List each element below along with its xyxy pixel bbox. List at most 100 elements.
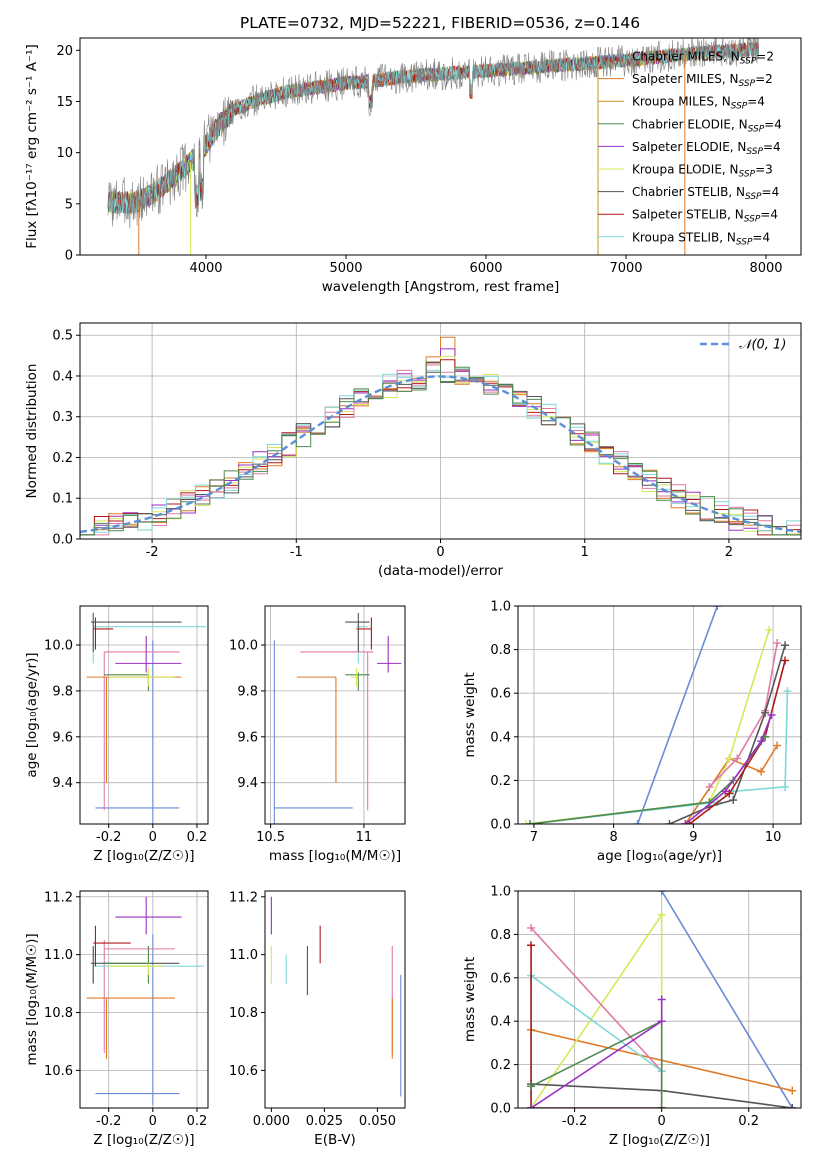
age-vs-metallicity-panel: -0.2 0 0.2 9.4 9.6 9.8 10.0 Z [log₁₀(Z/Z☉)] age …: [24, 605, 209, 864]
legend-nssp-equals: =: [756, 50, 766, 64]
weight-marker: [781, 641, 790, 650]
x-tick-label: 7: [530, 830, 538, 845]
y-tick-label: 9.8: [237, 684, 258, 699]
y-axis-label: mass weight: [462, 672, 478, 757]
plot-area: [521, 606, 792, 824]
legend-entry: 𝒩(0, 1): [739, 338, 786, 353]
y-tick-label: 10: [56, 146, 73, 161]
y-tick-label: 9.4: [52, 776, 73, 791]
axes: -0.2 0 0.2 0.0 0.2 0.4 0.6 0.8 1.0 Z [log₁₀(Z/Z☉)…: [462, 885, 802, 1148]
weight-marker: [527, 1082, 536, 1091]
age-vs-mass-panel: 10.5 11 9.4 9.6 9.8 10.0 mass [log₁₀(M/M☉)]: [229, 605, 406, 864]
weight-curve: [708, 642, 778, 788]
axes: -0.2 0 0.2 10.6 10.8 11.0 11.2 Z [log₁₀(Z/Z☉)] m…: [24, 890, 209, 1148]
y-axis-label: mass [log₁₀(M/M☉)]: [24, 933, 40, 1065]
axes-frame: [517, 605, 802, 825]
legend-nssp-subscript: SSP: [739, 79, 756, 89]
x-tick-label: 0.2: [187, 830, 208, 845]
weight-marker: [705, 782, 714, 791]
legend-nssp-equals: =: [747, 95, 757, 109]
residuals-panel: -2 -1 0 1 2 0.0 0.1 0.2 0.3 0.4 0.5 (data-model)/er…: [24, 322, 802, 579]
y-tick-label: 10.6: [44, 1064, 73, 1079]
legend-nssp-subscript: SSP: [746, 147, 763, 157]
y-axis-label: age [log₁₀(age/yr)]: [24, 652, 40, 777]
x-tick-label: 0: [436, 545, 444, 560]
legend-entry: Chabrier STELIB, NSSP=4: [632, 185, 779, 202]
legend-nssp-subscript: SSP: [745, 192, 762, 202]
legend-nssp-value: 4: [773, 140, 781, 154]
x-axis-label: (data-model)/error: [378, 563, 504, 579]
legend-entry: Kroupa STELIB, NSSP=4: [632, 230, 770, 247]
x-tick-label: -0.2: [96, 1114, 121, 1129]
x-tick-label: 2: [725, 545, 733, 560]
legend-nssp-value: 4: [774, 117, 782, 131]
y-axis-label: Flux [fλ10⁻¹⁷ erg cm⁻² s⁻¹ A⁻¹]: [24, 44, 40, 249]
x-tick-label: 0: [149, 1114, 157, 1129]
y-tick-label: 11.0: [229, 948, 258, 963]
x-tick-label: 6000: [469, 261, 502, 276]
x-tick-label: 8: [610, 830, 618, 845]
y-tick-label: 0.0: [490, 818, 511, 833]
legend-entry: Kroupa ELODIE, NSSP=3: [632, 163, 773, 180]
weight-marker: [773, 741, 782, 750]
weight-marker: [681, 820, 690, 824]
axes: 4000 5000 6000 7000 8000 0 5 10 15 20 wavelength […: [24, 37, 802, 295]
legend-nssp-equals: =: [763, 140, 773, 154]
x-axis-label: Z [log₁₀(Z/Z☉)]: [609, 1132, 710, 1148]
legend-series-name: Salpeter MILES: [632, 72, 722, 86]
x-tick-label: 0.2: [738, 1114, 759, 1129]
legend-series-name: Kroupa ELODIE: [632, 163, 722, 177]
y-tick-label: 0.0: [490, 1102, 511, 1117]
x-tick-label: 8000: [749, 261, 782, 276]
legend-nssp-subscript: SSP: [736, 237, 753, 247]
x-tick-label: -1: [290, 545, 303, 560]
weight-marker: [765, 625, 774, 634]
weight-marker: [781, 656, 790, 665]
legend-nssp-prefix: , N: [722, 163, 739, 177]
grid-lines: [265, 606, 405, 824]
weight-marker: [633, 820, 642, 824]
y-tick-label: 10.6: [229, 1064, 258, 1079]
y-axis-label: mass weight: [462, 957, 478, 1042]
weight-marker: [525, 820, 534, 824]
x-tick-label: 9: [689, 830, 697, 845]
weight-marker: [783, 687, 792, 696]
x-tick-label: 10.5: [256, 830, 285, 845]
weight-marker: [788, 1104, 797, 1108]
legend-series-name: Kroupa MILES: [632, 95, 714, 109]
legend-nssp-prefix: , N: [731, 117, 748, 131]
y-axis-label: Normed distribution: [24, 364, 40, 499]
weight-marker: [729, 796, 738, 805]
legend-series-name: Chabrier STELIB: [632, 185, 728, 199]
legend-nssp-subscript: SSP: [744, 215, 761, 225]
legend-nssp-value: 3: [765, 163, 773, 177]
legend-nssp-equals: =: [755, 72, 765, 86]
legend-nssp-value: 4: [762, 230, 770, 244]
weight-marker: [527, 1104, 536, 1108]
weight-curve: [530, 927, 663, 1108]
y-tick-label: 9.6: [237, 730, 258, 745]
plot-area: [107, 38, 760, 255]
axes-frame: [264, 890, 406, 1109]
weight-marker: [657, 910, 666, 919]
weight-marker: [657, 995, 666, 1004]
plot-area: [86, 896, 204, 1106]
weight-marker: [733, 754, 742, 763]
x-axis-label: mass [log₁₀(M/M☉)]: [269, 848, 401, 864]
legend-nssp-subscript: SSP: [731, 102, 748, 112]
x-tick-label: 11: [356, 830, 373, 845]
y-tick-label: 0.1: [52, 492, 73, 507]
x-tick-label: 1: [581, 545, 589, 560]
weight-marker: [781, 782, 790, 791]
x-axis-label: E(B-V): [314, 1132, 356, 1148]
plot-area: [270, 896, 402, 1097]
legend-entry: Salpeter ELODIE, NSSP=4: [632, 140, 781, 157]
x-tick-label: 4000: [189, 261, 222, 276]
weight-curve: [530, 945, 662, 1108]
legend-nssp-equals: =: [764, 117, 774, 131]
y-tick-label: 1.0: [490, 885, 511, 900]
observed-spectrum: [107, 38, 759, 229]
y-tick-label: 20: [56, 44, 73, 59]
legend-entry: Salpeter MILES, NSSP=2: [632, 72, 773, 89]
